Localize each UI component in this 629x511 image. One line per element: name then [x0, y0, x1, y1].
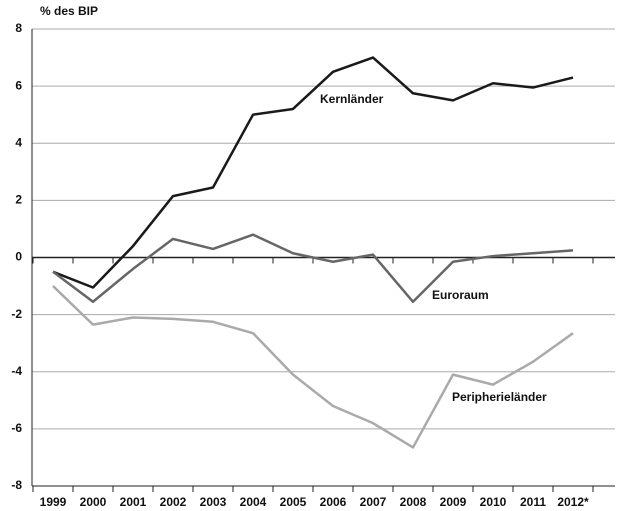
x-tick-label: 1999 [40, 495, 67, 509]
x-tick-label: 2005 [280, 495, 307, 509]
series-line [52, 233, 574, 304]
y-tick-label: -6 [11, 421, 22, 435]
y-tick-label: 6 [15, 78, 22, 92]
y-tick-label: 2 [15, 193, 22, 207]
series-line [52, 285, 574, 449]
x-tick-label: 2007 [360, 495, 387, 509]
y-axis-title: % des BIP [40, 4, 98, 18]
x-tick-label: 2009 [440, 495, 467, 509]
x-tick-label: 2002 [160, 495, 187, 509]
x-tick-label: 2004 [240, 495, 267, 509]
x-tick-label: 2006 [320, 495, 347, 509]
series-label: Euroraum [432, 288, 489, 302]
y-tick-label: 8 [15, 21, 22, 35]
x-tick-label: 2012* [557, 495, 589, 509]
y-tick-label: 4 [15, 135, 22, 149]
series-label: Kernländer [320, 92, 384, 106]
y-tick-label: -4 [11, 364, 22, 378]
x-tick-label: 2000 [80, 495, 107, 509]
x-tick-label: 2003 [200, 495, 227, 509]
y-tick-label: -8 [11, 478, 22, 492]
y-tick-label: -2 [11, 307, 22, 321]
x-tick-label: 2010 [480, 495, 507, 509]
series-label: Peripherieländer [452, 390, 547, 404]
x-tick-label: 2008 [400, 495, 427, 509]
x-tick-label: 2011 [520, 495, 546, 509]
y-tick-label: 0 [15, 250, 22, 264]
x-tick-label: 2001 [120, 495, 147, 509]
series-line [52, 56, 574, 289]
